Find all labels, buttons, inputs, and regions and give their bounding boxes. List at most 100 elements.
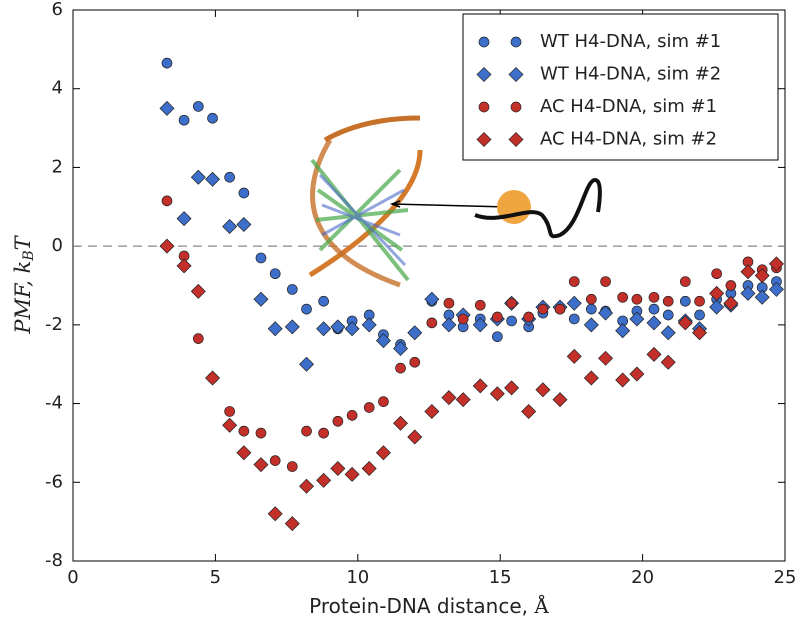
x-tick-label: 10: [346, 567, 369, 588]
point: [236, 445, 252, 461]
point: [489, 386, 505, 402]
x-axis-label: Protein-DNA distance, Å: [309, 593, 549, 618]
point: [521, 403, 537, 419]
point: [253, 457, 269, 473]
point: [535, 382, 551, 398]
point: [161, 195, 173, 207]
point: [585, 303, 597, 315]
point: [192, 101, 204, 112]
point: [269, 455, 281, 466]
point: [568, 276, 580, 287]
point: [255, 427, 267, 439]
point: [207, 112, 218, 124]
point: [330, 461, 346, 477]
point: [224, 171, 235, 183]
point: [709, 285, 725, 301]
point: [159, 238, 175, 254]
point: [615, 372, 631, 388]
legend-marker: [476, 67, 492, 82]
point: [472, 378, 488, 394]
point: [646, 315, 662, 331]
point: [754, 289, 770, 305]
point: [161, 57, 173, 69]
point: [506, 315, 517, 327]
legend-marker: [508, 67, 524, 82]
point: [426, 317, 438, 329]
point: [472, 317, 488, 333]
point: [159, 100, 175, 116]
legend-marker: [508, 132, 524, 147]
point: [190, 169, 206, 185]
point: [176, 258, 192, 274]
legend-label: WT H4-DNA, sim #1: [540, 31, 721, 52]
point: [648, 303, 660, 315]
point: [269, 268, 281, 280]
point: [504, 380, 520, 396]
x-tick-label: 5: [210, 567, 221, 588]
point: [694, 309, 705, 321]
point: [677, 315, 693, 331]
point: [585, 293, 597, 305]
legend-label: AC H4-DNA, sim #1: [540, 96, 717, 117]
y-axis-label: PMF, kBT: [11, 234, 38, 334]
point: [375, 445, 391, 461]
point: [631, 293, 643, 305]
point: [205, 370, 221, 386]
point: [393, 340, 409, 356]
point: [267, 506, 283, 522]
point: [679, 295, 691, 307]
point: [552, 392, 568, 408]
plot-frame: [72, 9, 786, 562]
point: [629, 311, 645, 327]
point: [660, 354, 676, 370]
point: [361, 317, 377, 333]
point: [318, 295, 329, 307]
y-tick-label: -6: [45, 471, 63, 492]
point: [238, 425, 250, 437]
point: [395, 362, 406, 374]
point: [457, 313, 469, 325]
point: [330, 319, 346, 335]
legend-marker: [476, 132, 492, 147]
point: [492, 311, 503, 323]
y-tick-label: 4: [52, 78, 63, 99]
point: [568, 313, 580, 325]
point: [583, 370, 599, 386]
point: [192, 333, 204, 344]
point: [679, 276, 691, 287]
point: [407, 429, 423, 445]
point: [190, 283, 206, 299]
legend-label: AC H4-DNA, sim #2: [540, 129, 717, 150]
point: [205, 171, 221, 187]
x-tick-label: 0: [67, 567, 78, 588]
y-tick-label: 6: [52, 0, 63, 20]
point: [740, 264, 756, 280]
point: [375, 333, 391, 349]
point: [222, 218, 238, 234]
y-tick-label: 0: [52, 235, 63, 256]
point: [316, 321, 332, 337]
point: [648, 291, 660, 303]
point: [255, 252, 267, 264]
point: [537, 303, 549, 315]
x-axis-label-text: Protein-DNA distance,: [309, 594, 534, 618]
point: [346, 410, 358, 421]
y-axis-label-sub: B: [21, 250, 37, 261]
point: [740, 285, 756, 301]
x-tick-label: 25: [774, 567, 797, 588]
point: [299, 356, 315, 372]
point: [583, 317, 599, 333]
point: [662, 309, 674, 321]
point: [660, 325, 676, 341]
point: [316, 472, 332, 488]
point: [361, 461, 377, 477]
y-axis-label-t: T: [11, 234, 35, 250]
point: [523, 311, 535, 323]
point: [554, 303, 566, 315]
point: [318, 427, 329, 439]
legend-marker: [478, 101, 490, 113]
legend-marker: [510, 101, 522, 113]
point: [443, 297, 455, 309]
point: [344, 321, 360, 337]
y-tick-label: -4: [45, 393, 63, 414]
